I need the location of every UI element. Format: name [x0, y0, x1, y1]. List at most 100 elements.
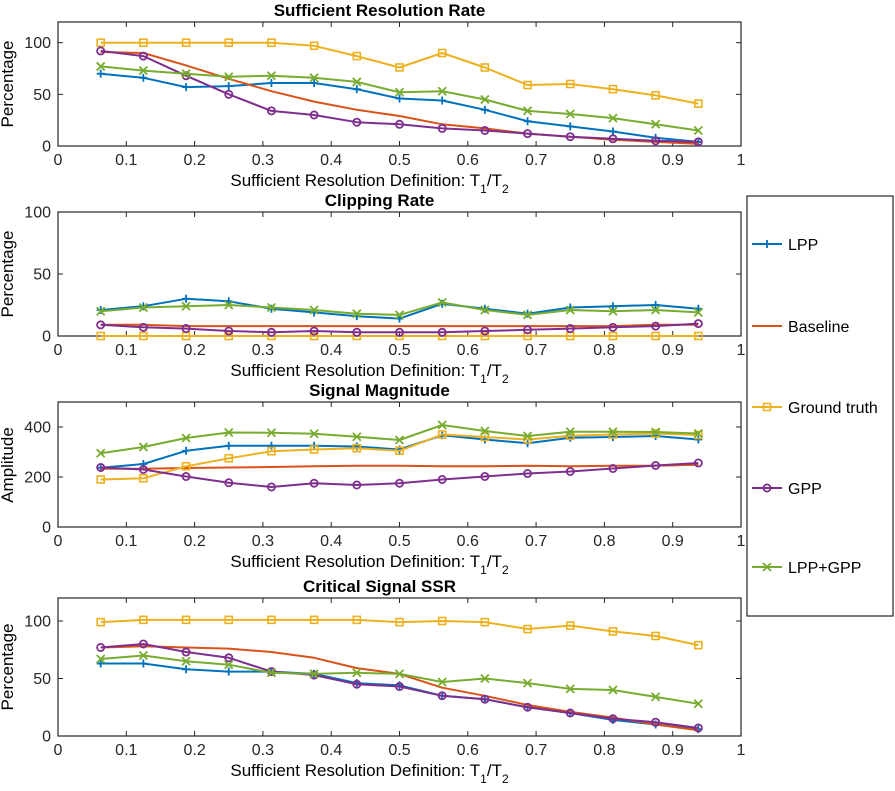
data-point	[437, 474, 447, 484]
x-tick-label: 1	[737, 152, 746, 169]
x-tick-label: 0.6	[457, 742, 479, 759]
series-baseline	[100, 463, 699, 470]
data-point	[693, 307, 703, 318]
x-tick-label: 0.3	[252, 742, 274, 759]
legend-marker	[762, 483, 772, 493]
series-line	[100, 322, 699, 334]
legend-marker	[762, 562, 772, 572]
data-point	[352, 51, 362, 61]
series-line	[100, 643, 699, 729]
x-tick-label: 0.8	[593, 742, 615, 759]
data-point	[96, 69, 105, 78]
data-point	[309, 41, 319, 51]
x-tick-label: 0.5	[388, 342, 410, 359]
data-point	[480, 94, 490, 105]
data-point	[651, 331, 660, 341]
x-tick-label: 0.3	[252, 342, 274, 359]
x-tick-label: 0.5	[388, 742, 410, 759]
data-point	[139, 73, 148, 82]
chart-panel-3: 0 0.1 0.2 0.3 0.4 0.5 0.6 0.7 0.8 0.9 1 0 200 400 Sign…	[0, 381, 746, 577]
x-tick-label: 0.2	[183, 152, 205, 169]
y-tick-label: 0	[42, 139, 51, 156]
data-point	[224, 72, 234, 82]
data-point	[651, 460, 661, 470]
y-tick-label: 100	[24, 614, 51, 631]
x-axis-label: Sufficient Resolution Definition: T1/T2	[230, 552, 509, 577]
legend-label: Ground truth	[788, 400, 878, 417]
data-point	[224, 331, 234, 341]
legend-marker	[762, 402, 772, 412]
data-point	[266, 668, 277, 678]
data-point	[694, 331, 703, 341]
data-point	[182, 83, 191, 92]
data-point	[139, 331, 148, 341]
x-tick-label: 0.9	[662, 152, 684, 169]
series-line	[100, 654, 699, 705]
x-tick-label: 1	[737, 342, 746, 359]
x-tick-label: 0	[54, 342, 63, 359]
data-point	[138, 302, 149, 313]
x-tick-label: 0.4	[320, 533, 342, 550]
data-point	[224, 89, 234, 99]
data-point	[224, 453, 234, 463]
data-point	[138, 650, 149, 661]
chart-title: Sufficient Resolution Rate	[274, 1, 486, 20]
data-point	[608, 427, 618, 437]
x-tick-label: 0.8	[593, 533, 615, 550]
data-point	[309, 670, 319, 680]
data-point	[266, 482, 276, 492]
legend-label: LPP+GPP	[788, 560, 861, 577]
series-ground-truth	[96, 38, 703, 108]
legend-label: Baseline	[788, 319, 849, 336]
chart-panel-1: 0 0.1 0.2 0.3 0.4 0.5 0.6 0.7 0.8 0.9 1 0 50 100 Suffi…	[0, 1, 746, 196]
data-point	[138, 322, 148, 332]
series-ground-truth	[96, 429, 703, 484]
data-point	[565, 132, 575, 142]
legend-marker	[763, 240, 771, 248]
data-point	[181, 38, 191, 47]
data-point	[96, 306, 106, 316]
y-tick-label: 0	[42, 520, 51, 537]
data-point	[394, 310, 405, 320]
data-point	[694, 640, 703, 650]
x-tick-label: 0.7	[525, 742, 547, 759]
data-point	[565, 305, 575, 315]
data-point	[694, 430, 703, 440]
data-point	[266, 71, 277, 81]
legend-entry-ground-truth: Ground truth	[752, 400, 878, 417]
data-point	[96, 448, 106, 458]
series-gpp	[96, 319, 703, 337]
x-tick-label: 0.4	[320, 152, 342, 169]
data-point	[352, 85, 361, 94]
x-tick-label: 0.7	[525, 533, 547, 550]
data-point	[437, 123, 447, 133]
data-point	[352, 679, 362, 689]
x-tick-label: 0.2	[183, 342, 205, 359]
data-point	[693, 458, 703, 468]
x-tick-label: 0.4	[320, 742, 342, 759]
x-tick-label: 0.6	[457, 342, 479, 359]
x-axis-label: Sufficient Resolution Definition: T1/T2	[230, 171, 509, 196]
data-point	[693, 699, 703, 709]
data-point	[96, 642, 106, 652]
data-point	[650, 119, 661, 129]
data-point	[352, 117, 362, 127]
data-point	[224, 82, 233, 91]
data-point	[650, 692, 661, 702]
data-point	[352, 327, 362, 337]
data-point	[266, 302, 277, 313]
data-point	[437, 86, 447, 96]
data-point	[693, 319, 703, 329]
series-line	[100, 618, 699, 647]
x-axis-label: Sufficient Resolution Definition: T1/T2	[230, 761, 509, 786]
data-point	[266, 428, 277, 438]
data-point	[309, 445, 319, 454]
data-point	[566, 122, 575, 131]
data-point	[181, 69, 191, 79]
data-point	[565, 708, 575, 718]
data-point	[608, 84, 618, 94]
series-line	[100, 432, 699, 481]
data-point	[437, 420, 447, 430]
data-point	[480, 673, 490, 684]
data-point	[394, 669, 405, 679]
